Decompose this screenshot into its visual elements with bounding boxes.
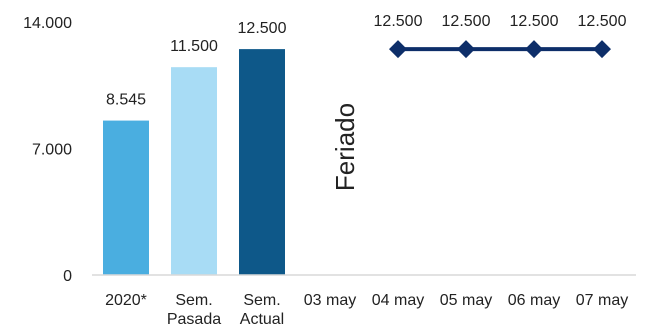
bar	[103, 120, 149, 275]
category-label-line: Actual	[240, 311, 284, 328]
line-value-label: 12.500	[578, 13, 627, 30]
category-label-line: 06 may	[508, 292, 560, 309]
category-label: Sem. Pasada	[167, 292, 221, 328]
category-label-line: 04 may	[372, 292, 424, 309]
y-axis-ticks: 0 7.000 14.000	[23, 15, 72, 285]
category-label-line: 03 may	[304, 292, 356, 309]
line-marker	[389, 40, 407, 59]
category-label: 05 may	[440, 292, 492, 309]
category-label-line: Sem.	[243, 292, 280, 309]
category-label: 2020*	[105, 292, 147, 309]
bar-value-label: 12.500	[238, 20, 287, 37]
category-label-line: Pasada	[167, 311, 221, 328]
line-value-label: 12.500	[374, 13, 423, 30]
line-marker	[593, 40, 611, 59]
category-label: 07 may	[576, 292, 628, 309]
bar	[171, 67, 217, 275]
y-tick-label: 7.000	[32, 142, 72, 159]
category-label-line: 07 may	[576, 292, 628, 309]
category-label-line: Sem.	[175, 292, 212, 309]
bar-value-label: 8.545	[106, 92, 146, 109]
y-tick-label: 0	[63, 268, 72, 285]
bar-series	[103, 49, 285, 275]
category-label-line: 2020*	[105, 292, 147, 309]
line-marker	[457, 40, 475, 59]
category-labels: 2020* Sem. Pasada Sem. Actual 03 may 04 may 05 …	[105, 292, 628, 328]
annotation-label: Feriado	[330, 103, 360, 191]
category-label-line: 05 may	[440, 292, 492, 309]
line-value-label: 12.500	[510, 13, 559, 30]
category-label: 03 may	[304, 292, 356, 309]
bar-value-label: 11.500	[170, 38, 218, 55]
line-marker	[525, 40, 543, 59]
bar	[239, 49, 285, 275]
y-tick-label: 14.000	[23, 15, 72, 32]
category-label: Sem. Actual	[240, 292, 284, 328]
line-series	[389, 40, 611, 59]
category-label: 06 may	[508, 292, 560, 309]
bar-data-labels: 8.545 11.500 12.500	[106, 20, 287, 108]
category-label: 04 may	[372, 292, 424, 309]
line-data-labels: 12.500 12.500 12.500 12.500	[374, 13, 627, 30]
annotation-group: Feriado	[330, 103, 360, 191]
line-value-label: 12.500	[442, 13, 491, 30]
